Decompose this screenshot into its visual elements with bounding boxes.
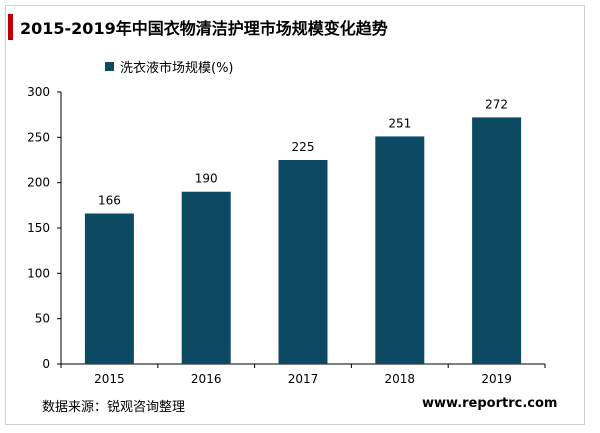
- bar: [84, 213, 134, 364]
- y-tick-label: 100: [27, 266, 50, 280]
- legend-swatch: [105, 62, 114, 71]
- data-label: 251: [388, 116, 411, 130]
- data-label: 225: [292, 140, 315, 154]
- y-tick-label: 300: [27, 85, 50, 99]
- y-tick-label: 0: [42, 357, 50, 371]
- y-tick-label: 150: [27, 221, 50, 235]
- y-tick-label: 250: [27, 130, 50, 144]
- x-tick-label: 2017: [288, 372, 319, 386]
- data-label: 166: [98, 193, 121, 207]
- bar: [375, 136, 425, 364]
- y-tick-label: 50: [35, 312, 50, 326]
- data-label: 190: [195, 172, 218, 186]
- source-note: 数据来源：锐观咨询整理: [42, 400, 186, 415]
- x-tick-label: 2019: [481, 372, 512, 386]
- x-tick-label: 2015: [94, 372, 125, 386]
- bar: [278, 160, 328, 364]
- title-accent-bar: [8, 14, 13, 40]
- x-tick-label: 2016: [191, 372, 222, 386]
- legend-label: 洗衣液市场规模(%): [120, 61, 234, 76]
- x-tick-label: 2018: [385, 372, 416, 386]
- legend: 洗衣液市场规模(%): [105, 57, 234, 76]
- website-url: www.reportrc.com: [422, 396, 558, 411]
- data-label: 272: [485, 97, 508, 111]
- bar: [472, 117, 522, 365]
- bar: [181, 191, 231, 364]
- y-tick-label: 200: [27, 176, 50, 190]
- chart-title: 2015-2019年中国衣物清洁护理市场规模变化趋势: [20, 19, 388, 38]
